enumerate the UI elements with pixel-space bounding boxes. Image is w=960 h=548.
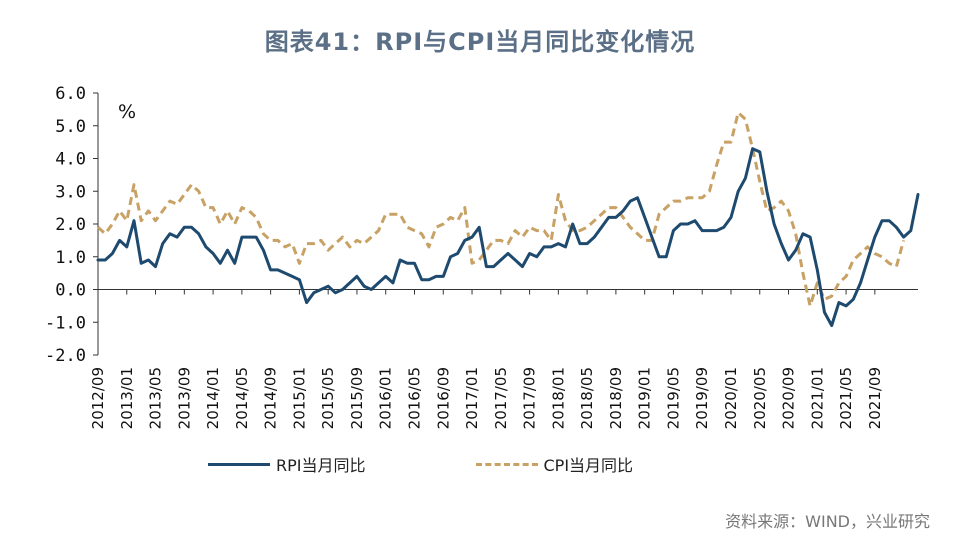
x-tick-label: 2014/09 [262,367,280,429]
x-tick-label: 2013/09 [175,367,193,429]
y-tick-label: 1.0 [55,248,86,268]
x-tick-label: 2016/05 [405,367,423,429]
x-tick-label: 2021/09 [866,367,884,429]
x-tick-label: 2020/01 [722,367,740,429]
chart-title: 图表41：RPI与CPI当月同比变化情况 [264,28,696,56]
x-tick-label: 2015/05 [319,367,337,429]
y-tick-label: 6.0 [55,84,86,104]
y-tick-label: 2.0 [55,215,86,235]
y-tick-label: -1.0 [45,313,86,333]
series-lines [96,111,920,327]
x-tick-label: 2014/01 [204,367,222,429]
x-tick-label: 2013/05 [147,367,165,429]
y-tick-label: 5.0 [55,117,86,137]
x-tick-label: 2013/01 [118,367,136,429]
x-tick-label: 2018/05 [578,367,596,429]
y-tick-label: 3.0 [55,182,86,202]
legend-item-rpi: RPI当月同比 [208,452,366,476]
x-tick-label: 2016/09 [434,367,452,429]
x-tick-label: 2020/05 [751,367,769,429]
x-tick-label: 2019/01 [636,367,654,429]
unit-label: % [118,101,136,123]
legend: RPI当月同比 CPI当月同比 [208,452,633,476]
x-tick-label: 2017/05 [492,367,510,429]
x-tick-labels: 2012/09 2013/01 2013/05 2013/09 2014/01 2014/… [89,289,884,429]
legend-swatch-cpi [475,462,538,466]
y-tick-labels: 6.0 5.0 4.0 3.0 2.0 1.0 0.0 -1.0 -2.0 [45,84,98,366]
x-tick-label: 2017/09 [521,367,539,429]
x-tick-label: 2018/09 [607,367,625,429]
x-tick-label: 2021/05 [837,367,855,429]
legend-swatch-rpi [208,462,270,466]
x-tick-label: 2020/09 [780,367,798,429]
x-tick-label: 2016/01 [377,367,395,429]
x-tick-label: 2017/01 [463,367,481,429]
y-tick-label: 0.0 [55,281,86,301]
x-tick-label: 2012/09 [89,367,107,429]
legend-label-cpi: CPI当月同比 [543,456,634,475]
legend-item-cpi: CPI当月同比 [475,452,634,476]
x-tick-label: 2015/01 [290,367,308,429]
x-tick-label: 2019/09 [693,367,711,429]
x-tick-label: 2021/01 [808,367,826,429]
x-tick-label: 2014/05 [233,367,251,429]
y-tick-label: -2.0 [45,346,86,366]
x-tick-label: 2018/01 [549,367,567,429]
source-note: 资料来源：WIND，兴业研究 [725,512,930,531]
y-tick-label: 4.0 [55,150,86,170]
x-tick-label: 2019/05 [664,367,682,429]
axes [97,93,918,355]
legend-label-rpi: RPI当月同比 [276,456,366,475]
cpi-series-line [96,111,906,308]
rpi-series-line [96,147,920,327]
x-tick-label: 2015/09 [348,367,366,429]
